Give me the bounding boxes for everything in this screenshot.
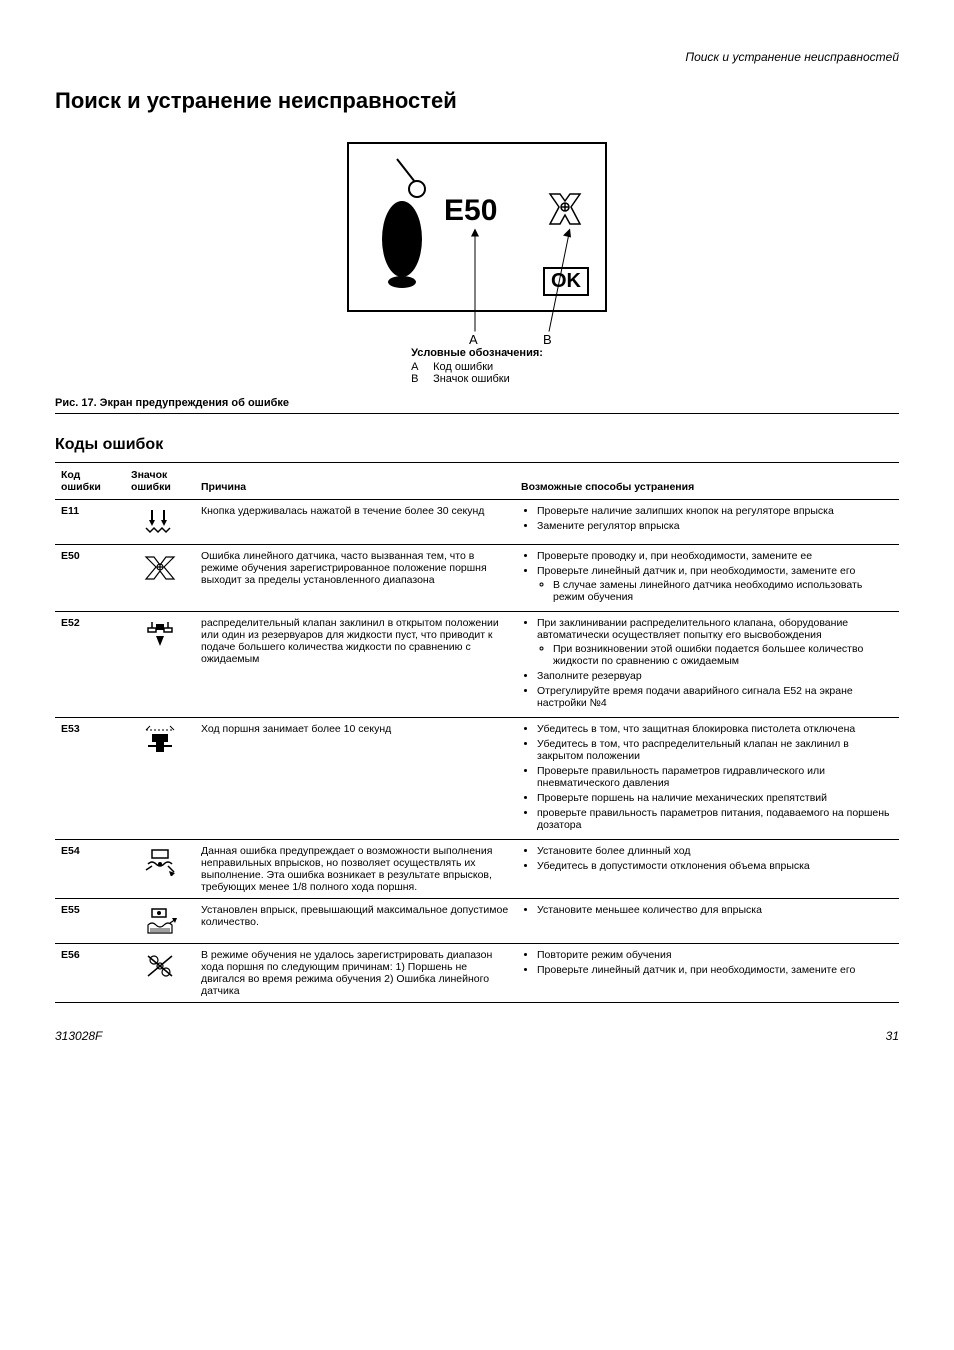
callout-b: B [543, 332, 552, 347]
solution-item: Убедитесь в допустимости отклонения объе… [537, 860, 893, 872]
cell-solutions: Повторите режим обучения Проверьте линей… [515, 944, 899, 1003]
callout-a: A [469, 332, 478, 347]
solution-subitem: При возникновении этой ошибки подается б… [553, 643, 893, 667]
solution-item: Проверьте проводку и, при необходимости,… [537, 550, 893, 562]
short-stroke-icon [142, 846, 178, 876]
legend-key: A [411, 361, 433, 373]
solution-item: Установите более длинный ход [537, 845, 893, 857]
legend-key: B [411, 373, 433, 385]
learn-fail-icon [142, 950, 178, 980]
cell-solutions: Проверьте наличие залипших кнопок на рег… [515, 500, 899, 545]
figure-caption: Рис. 17. Экран предупреждения об ошибке [55, 397, 899, 409]
error-code-display: E50 [444, 194, 497, 228]
table-row: E53 Ход поршня занимает более 10 секунд … [55, 718, 899, 840]
legend-val: Значок ошибки [433, 373, 510, 385]
cell-code: E55 [55, 899, 125, 944]
solution-item: При заклинивании распределительного клап… [537, 617, 893, 667]
legend-val: Код ошибки [433, 361, 493, 373]
cell-cause: Установлен впрыск, превышающий максималь… [195, 899, 515, 944]
solution-item: Проверьте наличие залипших кнопок на рег… [537, 505, 893, 517]
table-row: E55 Установлен впрыск, превышающий макси… [55, 899, 899, 944]
overfill-icon [142, 905, 178, 935]
th-cause: Причина [195, 463, 515, 500]
cell-cause: Ошибка линейного датчика, часто вызванна… [195, 545, 515, 612]
section-header: Поиск и устранение неисправностей [55, 50, 899, 64]
piston-slow-icon [142, 724, 178, 754]
cell-icon [125, 840, 195, 899]
cell-icon [125, 944, 195, 1003]
page-title: Поиск и устранение неисправностей [55, 88, 899, 114]
solution-item: Убедитесь в том, что распределительный к… [537, 738, 893, 762]
solution-item: Заполните резервуар [537, 670, 893, 682]
cell-icon [125, 500, 195, 545]
cell-cause: Данная ошибка предупреждает о возможност… [195, 840, 515, 899]
cell-solutions: При заклинивании распределительного клап… [515, 612, 899, 718]
ok-button: OK [543, 267, 589, 296]
cell-solutions: Установите более длинный ход Убедитесь в… [515, 840, 899, 899]
cell-icon [125, 545, 195, 612]
cell-code: E52 [55, 612, 125, 718]
cell-cause: Кнопка удерживалась нажатой в течение бо… [195, 500, 515, 545]
sensor-error-icon [142, 551, 178, 581]
cell-cause: распределительный клапан заклинил в откр… [195, 612, 515, 718]
solution-item: Проверьте линейный датчик и, при необход… [537, 565, 893, 603]
cell-solutions: Проверьте проводку и, при необходимости,… [515, 545, 899, 612]
solution-item: Убедитесь в том, что защитная блокировка… [537, 723, 893, 735]
cell-code: E11 [55, 500, 125, 545]
section-heading: Коды ошибок [55, 436, 899, 454]
page-footer: 313028F 31 [55, 1029, 899, 1043]
table-row: E56 В режиме обучения не удалось зарегис… [55, 944, 899, 1003]
divider [55, 413, 899, 414]
cell-cause: Ход поршня занимает более 10 секунд [195, 718, 515, 840]
cell-solutions: Установите меньшее количество для впрыск… [515, 899, 899, 944]
solution-item: проверьте правильность параметров питани… [537, 807, 893, 831]
table-row: E50 Ошибка линейного датчика, часто вызв… [55, 545, 899, 612]
error-codes-table: Код ошибки Значок ошибки Причина Возможн… [55, 462, 899, 1003]
th-icon: Значок ошибки [125, 463, 195, 500]
th-solutions: Возможные способы устранения [515, 463, 899, 500]
page-number: 31 [886, 1029, 899, 1043]
cell-cause: В режиме обучения не удалось зарегистрир… [195, 944, 515, 1003]
cell-code: E54 [55, 840, 125, 899]
error-icon [545, 189, 585, 229]
valve-open-icon [142, 618, 178, 648]
legend: Условные обозначения: AКод ошибки BЗначо… [411, 347, 543, 385]
cell-solutions: Убедитесь в том, что защитная блокировка… [515, 718, 899, 840]
nozzle-icon [367, 154, 437, 294]
cell-icon [125, 612, 195, 718]
solution-item: Повторите режим обучения [537, 949, 893, 961]
cell-icon [125, 718, 195, 840]
solution-item: Замените регулятор впрыска [537, 520, 893, 532]
cell-icon [125, 899, 195, 944]
solution-item: Проверьте поршень на наличие механически… [537, 792, 893, 804]
solution-item: Проверьте линейный датчик и, при необход… [537, 964, 893, 976]
solution-item: Отрегулируйте время подачи аварийного си… [537, 685, 893, 709]
cell-code: E50 [55, 545, 125, 612]
th-code: Код ошибки [55, 463, 125, 500]
cell-code: E56 [55, 944, 125, 1003]
legend-title: Условные обозначения: [411, 347, 543, 359]
solution-subitem: В случае замены линейного датчика необхо… [553, 579, 893, 603]
cell-code: E53 [55, 718, 125, 840]
solution-item: Проверьте правильность параметров гидрав… [537, 765, 893, 789]
table-row: E52 распределительный клапан заклинил в … [55, 612, 899, 718]
table-row: E11 Кнопка удерживалась нажатой в течени… [55, 500, 899, 545]
solution-item: Установите меньшее количество для впрыск… [537, 904, 893, 916]
button-stuck-icon [142, 506, 178, 536]
doc-number: 313028F [55, 1029, 102, 1043]
table-row: E54 Данная ошибка предупреждает о возмож… [55, 840, 899, 899]
error-screen-diagram: E50 OK [347, 142, 607, 312]
figure-block: E50 OK A B Условные обозначения: AКод ош… [55, 142, 899, 385]
